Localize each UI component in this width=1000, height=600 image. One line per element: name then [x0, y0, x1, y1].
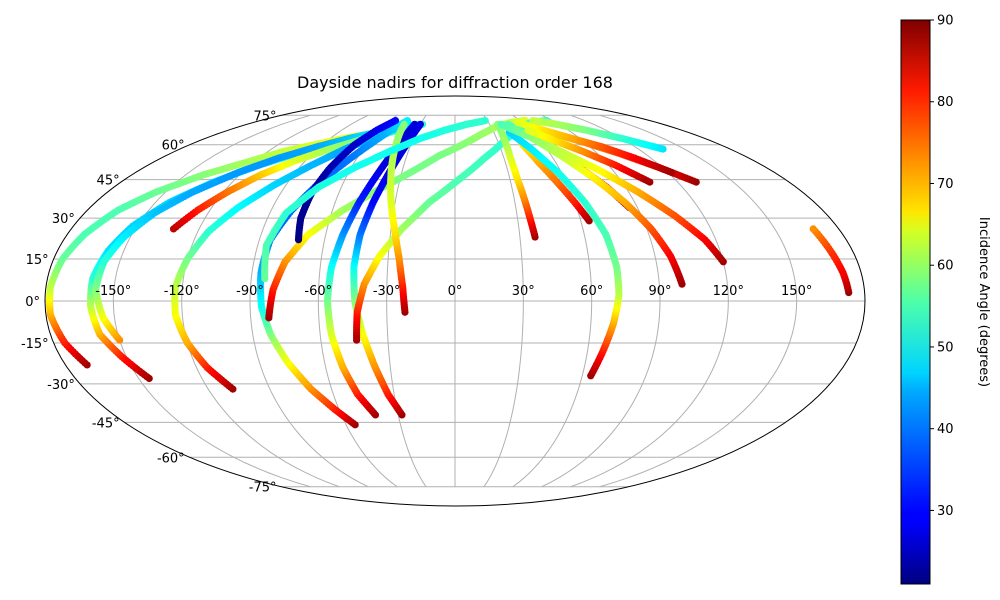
colorbar-tick-label: 30 [937, 504, 954, 519]
data-points [45, 116, 853, 429]
data-point [529, 116, 537, 125]
latitude-tick-label: 75° [253, 109, 276, 124]
longitude-tick-label: 120° [713, 284, 744, 299]
latitude-tick-label: -60° [157, 451, 185, 466]
latitude-tick-label: -75° [249, 481, 277, 496]
meridian-line [249, 114, 369, 488]
colorbar-label: Incidence Angle (degrees) [976, 217, 991, 387]
latitude-tick-label: 45° [97, 174, 120, 189]
chart-title: Dayside nadirs for diffraction order 168 [297, 73, 613, 92]
map-frame [44, 95, 866, 507]
latitude-tick-label: 30° [52, 212, 75, 227]
colorbar-tick-label: 40 [937, 422, 954, 437]
colorbar: 30 40 50 60 70 80 90 Incidence Angle (degrees) [900, 14, 991, 585]
longitude-tick-labels: -150° -120° -90° -60° -30° 0° 30° 60° 90° 120° 150… [95, 284, 812, 299]
colorbar-tick-label: 60 [937, 259, 954, 274]
longitude-tick-label: 150° [781, 284, 812, 299]
colorbar-tick-label: 70 [937, 177, 954, 192]
longitude-tick-label: -60° [304, 284, 332, 299]
data-point [391, 116, 400, 125]
colorbar-tick-label: 80 [937, 95, 954, 110]
latitude-tick-labels: 75° 60° 45° 30° 15° 0° -15° -30° -45° -60° -75° [21, 109, 277, 495]
map-grid [45, 114, 865, 488]
data-point [514, 118, 522, 127]
colorbar-tick-label: 50 [937, 341, 954, 356]
longitude-tick-label: -90° [236, 284, 264, 299]
meridian-line [541, 114, 661, 488]
longitude-tick-label: -30° [373, 284, 401, 299]
colorbar-tick-label: 90 [937, 14, 954, 29]
colorbar-ticks: 30 40 50 60 70 80 90 [930, 14, 954, 519]
data-point [481, 116, 489, 125]
data-point [416, 120, 424, 128]
latitude-tick-label: 15° [26, 253, 49, 268]
latitude-tick-label: -30° [47, 378, 75, 393]
longitude-tick-label: 60° [580, 284, 603, 299]
data-point [400, 120, 408, 128]
data-point [497, 120, 505, 128]
longitude-tick-label: 90° [648, 284, 671, 299]
meridian-line [483, 114, 524, 488]
latitude-tick-label: -15° [21, 337, 49, 352]
data-point [524, 126, 532, 134]
latitude-tick-label: 0° [25, 295, 40, 310]
longitude-tick-label: -150° [95, 284, 131, 299]
longitude-tick-label: 0° [448, 284, 463, 299]
meridian-line [512, 114, 593, 488]
meridian-line [386, 114, 427, 488]
data-point [809, 225, 817, 233]
latitude-tick-label: -45° [92, 416, 120, 431]
meridian-line [112, 114, 311, 488]
longitude-tick-label: -120° [164, 284, 200, 299]
latitude-tick-label: 60° [162, 139, 185, 154]
colorbar-gradient [900, 19, 931, 585]
longitude-tick-label: 30° [512, 284, 535, 299]
meridian-line [599, 114, 798, 488]
